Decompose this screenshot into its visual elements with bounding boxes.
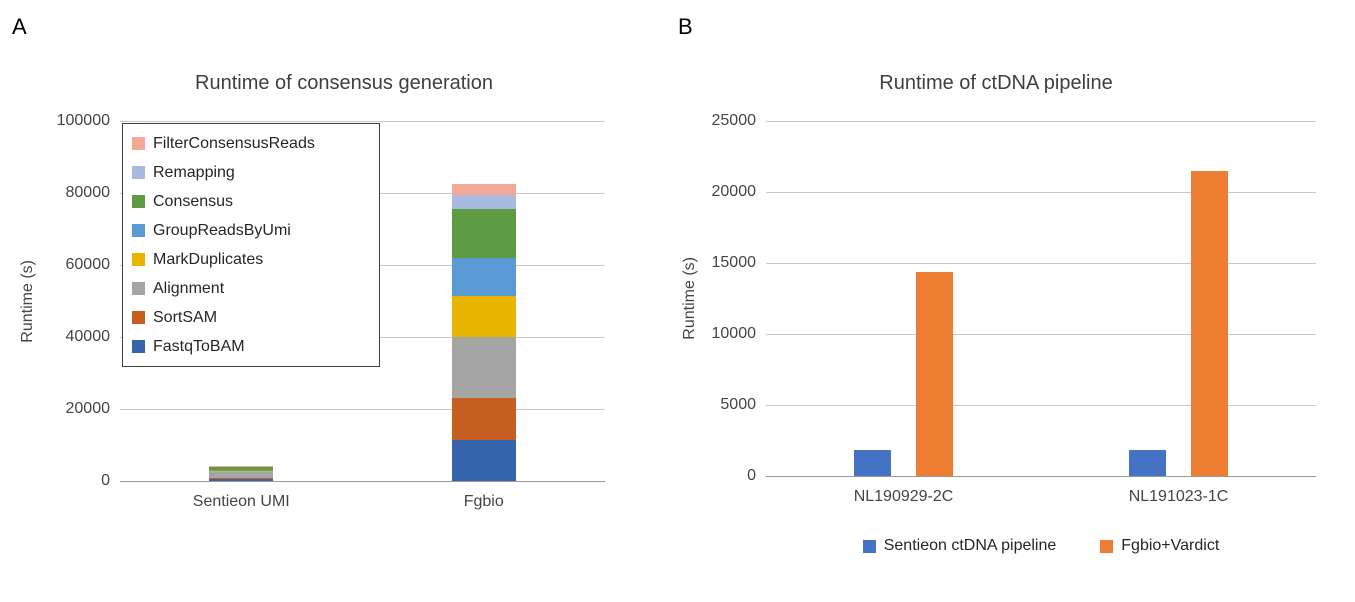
- panel-b-label: B: [678, 14, 693, 39]
- gridline: [120, 480, 605, 482]
- y-tick-label: 60000: [65, 256, 111, 273]
- bar-segment-GroupReadsByUmi: [209, 470, 274, 471]
- legend-entry: Remapping: [132, 160, 363, 185]
- legend-label: FilterConsensusReads: [153, 134, 315, 152]
- panel-a: A Runtime of consensus generation Runtim…: [0, 0, 650, 602]
- legend-label: Alignment: [153, 279, 225, 297]
- y-tick-label: 0: [747, 467, 756, 484]
- y-tick-label: 80000: [65, 184, 111, 201]
- chart-a-title: Runtime of consensus generation: [195, 72, 493, 94]
- legend-entry: Consensus: [132, 189, 363, 214]
- chart-b-y-title-column: Runtime (s): [676, 121, 704, 476]
- chart-a-y-axis-title: Runtime (s): [19, 259, 36, 343]
- bar-segment-FilterConsensusReads: [451, 184, 516, 195]
- chart-b-title: Runtime of ctDNA pipeline: [879, 72, 1113, 94]
- chart-a: Runtime (s) 0 20000 40000 60000 80000 100000 …: [14, 112, 650, 523]
- legend-entry: Sentieon ctDNA pipeline: [862, 536, 1057, 556]
- bar-segment-FastqToBAM: [209, 479, 274, 481]
- chart-b-plot-column: NL190929-2C NL191023-1C: [766, 120, 1316, 518]
- legend-label: Consensus: [153, 192, 234, 210]
- legend-label: SortSAM: [153, 308, 218, 326]
- bar-segment-Consensus: [209, 466, 274, 471]
- chart-a-y-title-column: Runtime (s): [14, 121, 42, 481]
- legend-label: MarkDuplicates: [153, 250, 264, 268]
- legend-entry: MarkDuplicates: [132, 247, 363, 272]
- chart-b-legend: Sentieon ctDNA pipeline Fgbio+Vardict: [766, 536, 1316, 556]
- x-tick-label: Fgbio: [463, 493, 504, 510]
- gridline: [766, 262, 1316, 264]
- bar-segment-GroupReadsByUmi: [451, 257, 516, 296]
- gridline: [766, 120, 1316, 122]
- bar-Fgbio+Vardict: [1191, 170, 1228, 476]
- y-tick-label: 40000: [65, 328, 111, 345]
- bar-segment-Remapping: [451, 194, 516, 210]
- y-tick-label: 15000: [711, 254, 757, 271]
- legend-label: Sentieon ctDNA pipeline: [883, 537, 1057, 554]
- legend-entry: FastqToBAM: [132, 334, 363, 359]
- legend-entry: GroupReadsByUmi: [132, 218, 363, 243]
- chart-b-x-axis: NL190929-2C NL191023-1C: [766, 488, 1316, 518]
- legend-swatch-Alignment: [132, 282, 145, 295]
- bar-Fgbio+Vardict: [916, 271, 953, 476]
- chart-b-y-axis: 0 5000 10000 15000 20000 25000: [704, 112, 766, 484]
- gridline: [766, 475, 1316, 477]
- chart-b-y-axis-title: Runtime (s): [681, 257, 698, 340]
- legend-swatch-FilterConsensusReads: [132, 137, 145, 150]
- bar-Sentieon ctDNA pipeline: [854, 450, 891, 476]
- bar-segment-Alignment: [451, 337, 516, 399]
- legend-swatch-Fgbio+Vardict: [1100, 539, 1114, 553]
- bar-segment-SortSAM: [451, 398, 516, 440]
- x-tick-label: NL190929-2C: [853, 488, 954, 505]
- legend-swatch-FastqToBAM: [132, 340, 145, 353]
- legend-label: Fgbio+Vardict: [1121, 537, 1220, 554]
- bar-segment-MarkDuplicates: [451, 295, 516, 337]
- chart-a-plot-area: FilterConsensusReads Remapping Consensus Gr…: [120, 120, 605, 482]
- legend-swatch-GroupReadsByUmi: [132, 224, 145, 237]
- legend-entry: Alignment: [132, 276, 363, 301]
- chart-b: Runtime (s) 0 5000 10000 15000 20000 25000 NL…: [676, 112, 1355, 518]
- gridline: [766, 191, 1316, 193]
- panel-a-label: A: [12, 14, 27, 39]
- y-tick-label: 25000: [711, 112, 757, 129]
- chart-a-x-axis: Sentieon UMI Fgbio: [120, 493, 605, 523]
- legend-swatch-Remapping: [132, 166, 145, 179]
- y-tick-label: 20000: [711, 183, 757, 200]
- y-tick-label: 100000: [56, 112, 110, 129]
- legend-swatch-Sentieon ctDNA pipeline: [862, 539, 876, 553]
- chart-a-y-axis: 0 20000 40000 60000 80000 100000: [42, 112, 120, 489]
- gridline: [766, 333, 1316, 335]
- gridline: [120, 408, 605, 410]
- y-tick-label: 20000: [65, 400, 111, 417]
- legend-swatch-MarkDuplicates: [132, 253, 145, 266]
- panel-b: B Runtime of ctDNA pipeline Runtime (s) …: [650, 0, 1355, 602]
- bar-segment-Consensus: [451, 209, 516, 258]
- legend-swatch-SortSAM: [132, 311, 145, 324]
- legend-entry: FilterConsensusReads: [132, 131, 363, 156]
- legend-label: FastqToBAM: [153, 337, 245, 355]
- y-tick-label: 10000: [711, 325, 757, 342]
- chart-a-legend: FilterConsensusReads Remapping Consensus Gr…: [122, 123, 380, 367]
- chart-a-plot-column: FilterConsensusReads Remapping Consensus Gr…: [120, 120, 605, 523]
- legend-label: Remapping: [153, 163, 235, 181]
- bar-segment-SortSAM: [209, 478, 274, 480]
- y-tick-label: 0: [101, 472, 110, 489]
- x-tick-label: NL191023-1C: [1128, 488, 1229, 505]
- legend-entry: SortSAM: [132, 305, 363, 330]
- legend-label: GroupReadsByUmi: [153, 221, 291, 239]
- gridline: [766, 404, 1316, 406]
- bar-segment-FastqToBAM: [451, 439, 516, 481]
- legend-swatch-Consensus: [132, 195, 145, 208]
- x-tick-label: Sentieon UMI: [192, 493, 290, 510]
- legend-entry: Fgbio+Vardict: [1100, 536, 1219, 556]
- bar-segment-Alignment: [209, 471, 274, 479]
- gridline: [120, 120, 605, 122]
- bar-Sentieon ctDNA pipeline: [1129, 450, 1166, 476]
- chart-b-plot-area: [766, 120, 1316, 477]
- y-tick-label: 5000: [720, 396, 756, 413]
